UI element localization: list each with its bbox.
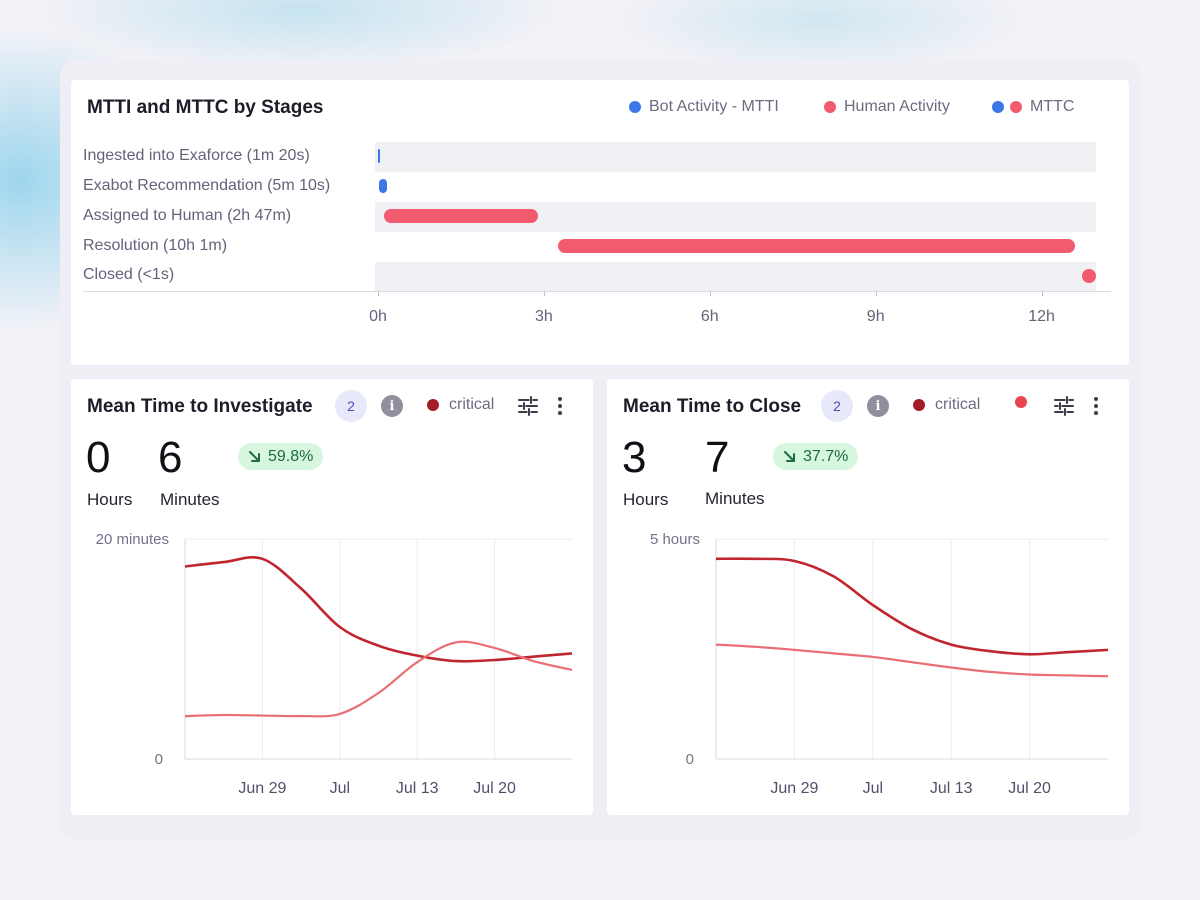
- mttc-legend-critical[interactable]: critical: [913, 396, 980, 414]
- mtti-card: Mean Time to Investigate 2 i critical 0 …: [71, 379, 593, 815]
- stages-tick-mark: [875, 291, 877, 296]
- trend-down-icon: [784, 450, 795, 462]
- legend-dot-mttc-human: [1010, 101, 1022, 113]
- more-options-icon[interactable]: [547, 393, 573, 419]
- mttc-info-icon[interactable]: i: [867, 395, 889, 417]
- stage-track-closed: [375, 262, 1096, 292]
- legend-label-bot: Bot Activity - MTTI: [649, 98, 779, 115]
- series-line-0[interactable]: [184, 555, 573, 663]
- mtti-hours-value: 0: [86, 433, 111, 482]
- series-line-1[interactable]: [184, 640, 573, 718]
- stages-chart-card: MTTI and MTTC by Stages Bot Activity - M…: [71, 80, 1129, 365]
- stages-tick-label: 12h: [1028, 308, 1055, 325]
- stage-label-recommendation: Exabot Recommendation (5m 10s): [83, 177, 331, 194]
- x-tick-label: Jul 20: [1008, 780, 1051, 797]
- stage-bar-3[interactable]: [557, 239, 1075, 253]
- y-tick-label-zero: 0: [155, 751, 163, 768]
- stages-tick-label: 9h: [866, 308, 885, 325]
- legend-dot-bot: [629, 101, 641, 113]
- mttc-count-badge: 2: [821, 390, 853, 422]
- y-tick-label-max: 20 minutes: [96, 531, 169, 548]
- mttc-delta-value: 37.7%: [803, 447, 849, 465]
- stages-chart-title: MTTI and MTTC by Stages: [87, 97, 324, 118]
- mtti-minutes-unit: Minutes: [160, 490, 220, 509]
- mttc-hours-value: 3: [622, 433, 647, 482]
- legend-mttc[interactable]: MTTC: [992, 98, 1074, 116]
- x-tick-label: Jul: [330, 780, 350, 797]
- stage-label-resolution: Resolution (10h 1m): [83, 237, 228, 254]
- x-tick-label: Jul 13: [930, 780, 973, 797]
- x-tick-label: Jul: [863, 780, 883, 797]
- mtti-count-badge: 2: [335, 390, 367, 422]
- mttc-card: Mean Time to Close 2 i critical 3 Hours …: [607, 379, 1129, 815]
- stages-tick-label: 0h: [369, 308, 387, 325]
- x-tick-label: Jul 20: [473, 780, 516, 797]
- series-line-1[interactable]: [715, 643, 1109, 678]
- legend-label-human: Human Activity: [844, 98, 950, 115]
- mttc-minutes-unit: Minutes: [705, 489, 765, 508]
- more-options-icon[interactable]: [1083, 393, 1109, 419]
- mtti-minutes-value: 6: [158, 433, 183, 482]
- stage-bar-2[interactable]: [384, 209, 539, 223]
- stage-bar-4[interactable]: [1081, 269, 1096, 283]
- legend-dot-mttc-bot: [992, 101, 1004, 113]
- stage-label-ingested: Ingested into Exaforce (1m 20s): [83, 147, 310, 164]
- stages-tick-label: 6h: [700, 308, 719, 325]
- mtti-critical-dot: [427, 399, 439, 411]
- filter-settings-icon[interactable]: [1051, 393, 1077, 419]
- mtti-delta-value: 59.8%: [268, 447, 314, 465]
- y-tick-label-zero: 0: [686, 751, 694, 768]
- stages-x-axis: [83, 291, 1111, 292]
- stages-tick-mark: [378, 291, 379, 296]
- series-line-0[interactable]: [715, 557, 1109, 656]
- trend-down-icon: [249, 450, 260, 462]
- stages-tick-mark: [543, 291, 545, 296]
- mttc-line-chart: Jun 29 Jul Jul 13 Jul 20 5 hours 0: [650, 531, 1109, 797]
- mttc-minutes-value: 7: [705, 433, 730, 482]
- stage-bar-0[interactable]: [378, 149, 380, 163]
- stage-bar-1[interactable]: [379, 179, 388, 193]
- x-tick-label: Jun 29: [770, 780, 818, 797]
- mtti-delta-badge: 59.8%: [238, 443, 324, 470]
- legend-label-mttc: MTTC: [1030, 98, 1075, 115]
- mttc-second-dot: [1015, 396, 1027, 408]
- stage-track-ingested: [375, 142, 1096, 172]
- mttc-critical-dot: [913, 399, 925, 411]
- stage-label-assigned: Assigned to Human (2h 47m): [83, 207, 292, 224]
- mtti-critical-label: critical: [449, 396, 495, 413]
- stages-tick-label: 3h: [534, 308, 553, 325]
- legend-human-activity[interactable]: Human Activity: [824, 98, 950, 116]
- mtti-title: Mean Time to Investigate: [87, 396, 313, 417]
- legend-bot-activity[interactable]: Bot Activity - MTTI: [629, 98, 779, 116]
- stages-tick-mark: [709, 291, 711, 296]
- filter-settings-icon[interactable]: [515, 393, 541, 419]
- mttc-title: Mean Time to Close: [623, 396, 802, 417]
- y-tick-label-max: 5 hours: [650, 531, 700, 548]
- mtti-legend-critical[interactable]: critical: [427, 396, 494, 414]
- mttc-critical-label: critical: [935, 396, 981, 413]
- mtti-info-icon[interactable]: i: [381, 395, 403, 417]
- stages-tick-mark: [1041, 291, 1043, 296]
- mtti-hours-unit: Hours: [87, 490, 133, 509]
- stage-label-closed: Closed (<1s): [83, 266, 175, 283]
- x-tick-label: Jul 13: [396, 780, 439, 797]
- x-tick-label: Jun 29: [238, 780, 286, 797]
- mttc-hours-unit: Hours: [623, 490, 669, 509]
- mttc-legend-second[interactable]: [1015, 396, 1027, 408]
- mttc-delta-badge: 37.7%: [773, 443, 859, 470]
- legend-dot-human: [824, 101, 836, 113]
- mtti-line-chart: Jun 29 Jul Jul 13 Jul 20 20 minutes 0: [96, 531, 573, 797]
